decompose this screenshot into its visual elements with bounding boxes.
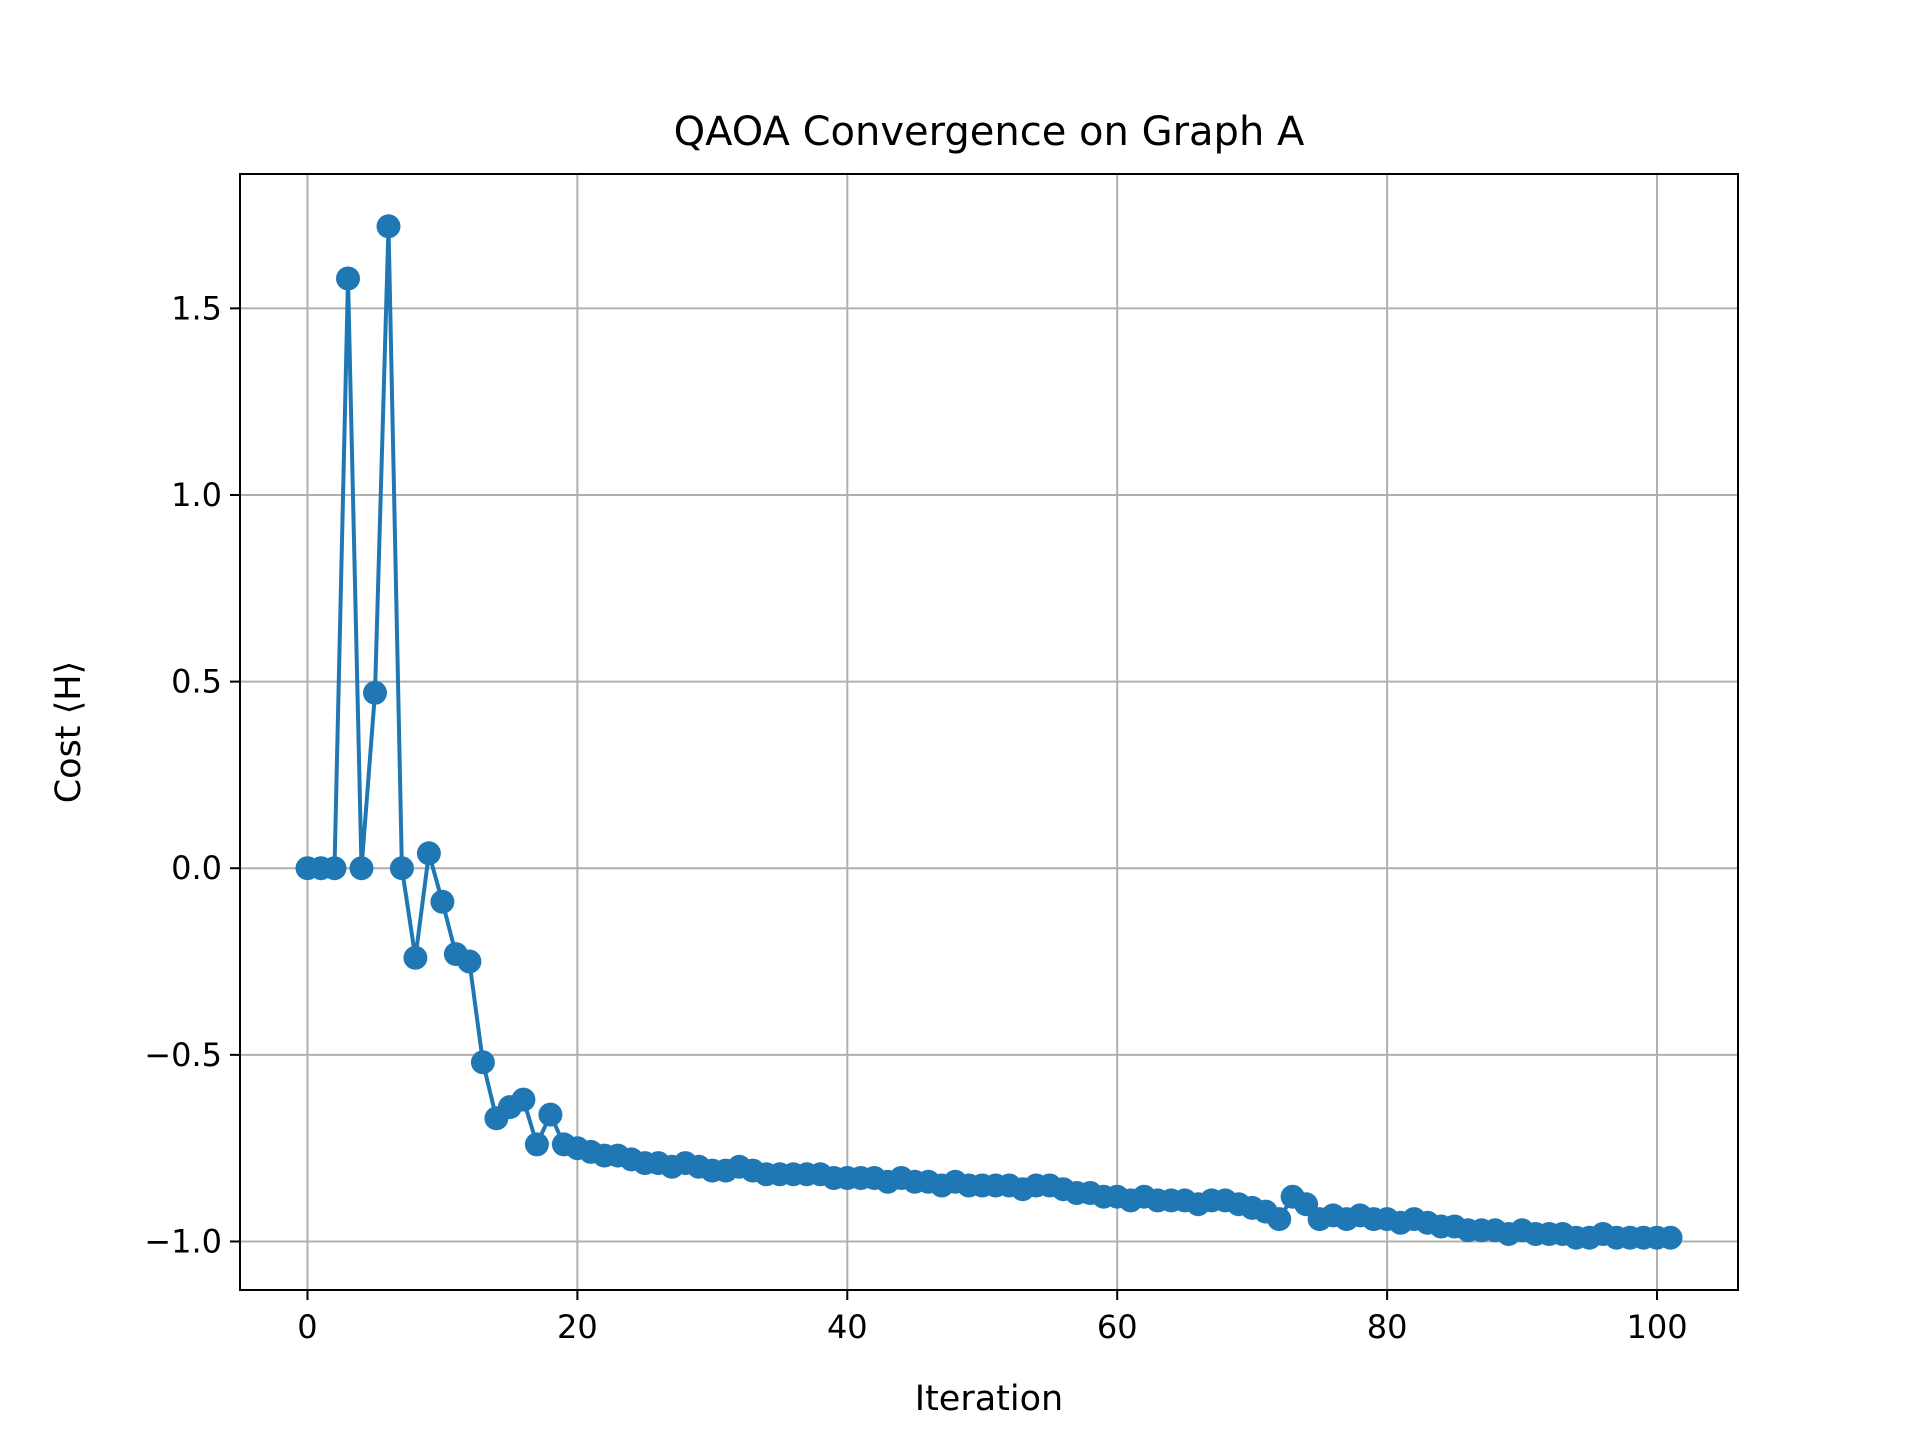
data-point	[1658, 1225, 1683, 1250]
data-point	[538, 1102, 563, 1127]
data-point	[363, 680, 387, 705]
x-tick-label: 100	[1626, 1308, 1687, 1346]
x-axis-label: Iteration	[915, 1379, 1063, 1419]
y-tick-label: 1.5	[171, 289, 222, 327]
x-tick-label: 60	[1097, 1308, 1138, 1346]
x-tick-label: 0	[297, 1308, 317, 1346]
data-point	[524, 1132, 549, 1157]
x-tick-label: 40	[827, 1308, 868, 1346]
x-tick-label: 80	[1367, 1308, 1408, 1346]
y-tick-label: −1.0	[144, 1222, 222, 1260]
data-point	[389, 856, 414, 881]
data-point	[511, 1087, 536, 1112]
data-point	[376, 214, 401, 239]
axis-ticks: 0 20 40 60 80 100 −1.0 −0.5 0.0 0.5 1.0 1.5	[144, 289, 1687, 1346]
y-tick-label: 0.0	[171, 849, 222, 887]
data-point	[1267, 1207, 1292, 1232]
data-point	[403, 945, 428, 970]
y-tick-label: 1.0	[171, 476, 222, 514]
data-point	[470, 1050, 495, 1075]
data-point	[430, 889, 455, 914]
y-tick-label: 0.5	[171, 663, 222, 701]
y-axis-label: Cost ⟨H⟩	[49, 661, 89, 804]
x-tick-label: 20	[557, 1308, 598, 1346]
plot-frame	[239, 173, 1739, 1291]
grid	[240, 174, 1738, 1290]
data-point	[416, 841, 441, 866]
data-point	[322, 856, 347, 881]
data-point	[349, 856, 374, 881]
data-series	[295, 214, 1683, 1250]
y-tick-label: −0.5	[144, 1036, 222, 1074]
chart-title: QAOA Convergence on Graph A	[674, 109, 1305, 155]
data-point	[457, 949, 482, 974]
data-point	[336, 266, 360, 291]
